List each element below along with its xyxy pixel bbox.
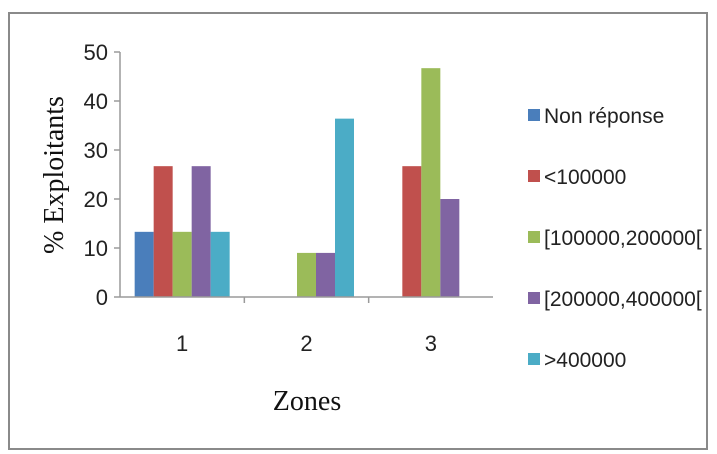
- x-tick-label: 1: [176, 331, 188, 356]
- bar-zone-2-series-4: [335, 118, 354, 297]
- y-tick-label: 10: [84, 236, 108, 261]
- bar-zone-1-series-2: [172, 231, 192, 297]
- legend-label: <100000: [544, 166, 626, 189]
- x-tick-label: 2: [300, 331, 312, 356]
- legend-swatch: [528, 170, 540, 182]
- bar-zone-2-series-2: [297, 252, 316, 297]
- y-ticks-group: 0 10 20 30 40 50: [84, 40, 120, 310]
- bar-zone-2-series-3: [316, 252, 335, 297]
- legend-label: [200000,400000[: [544, 288, 702, 311]
- bar-zone-1-series-1: [153, 166, 173, 297]
- bar-zone-3-series-1: [402, 166, 422, 297]
- bar-zone-1-series-3: [191, 166, 211, 297]
- x-axis-title: Zones: [273, 386, 341, 417]
- x-tick-label: 3: [425, 331, 437, 356]
- y-tick-label: 30: [84, 138, 108, 163]
- legend-swatch: [528, 353, 540, 365]
- legend-swatch: [528, 109, 540, 121]
- legend-swatch: [528, 231, 540, 243]
- y-tick-label: 50: [84, 40, 108, 65]
- legend-swatch: [528, 292, 540, 304]
- y-axis-title: % Exploitants: [39, 96, 70, 254]
- chart-frame: [8, 12, 708, 450]
- bar-zone-1-series-0: [134, 231, 154, 297]
- bars-group: [134, 68, 460, 297]
- legend: Non réponse <100000 [100000,200000[ [200000…: [528, 105, 702, 372]
- legend-label: >400000: [544, 349, 626, 372]
- bar-zone-1-series-4: [210, 231, 230, 297]
- x-ticks-group: 1 2 3: [176, 297, 437, 356]
- legend-label: [100000,200000[: [544, 227, 702, 250]
- y-tick-label: 20: [84, 187, 108, 212]
- y-tick-label: 40: [84, 89, 108, 114]
- legend-label: Non réponse: [544, 105, 664, 128]
- bar-zone-3-series-3: [440, 199, 460, 297]
- bar-zone-3-series-2: [421, 68, 441, 297]
- y-tick-label: 0: [96, 285, 108, 310]
